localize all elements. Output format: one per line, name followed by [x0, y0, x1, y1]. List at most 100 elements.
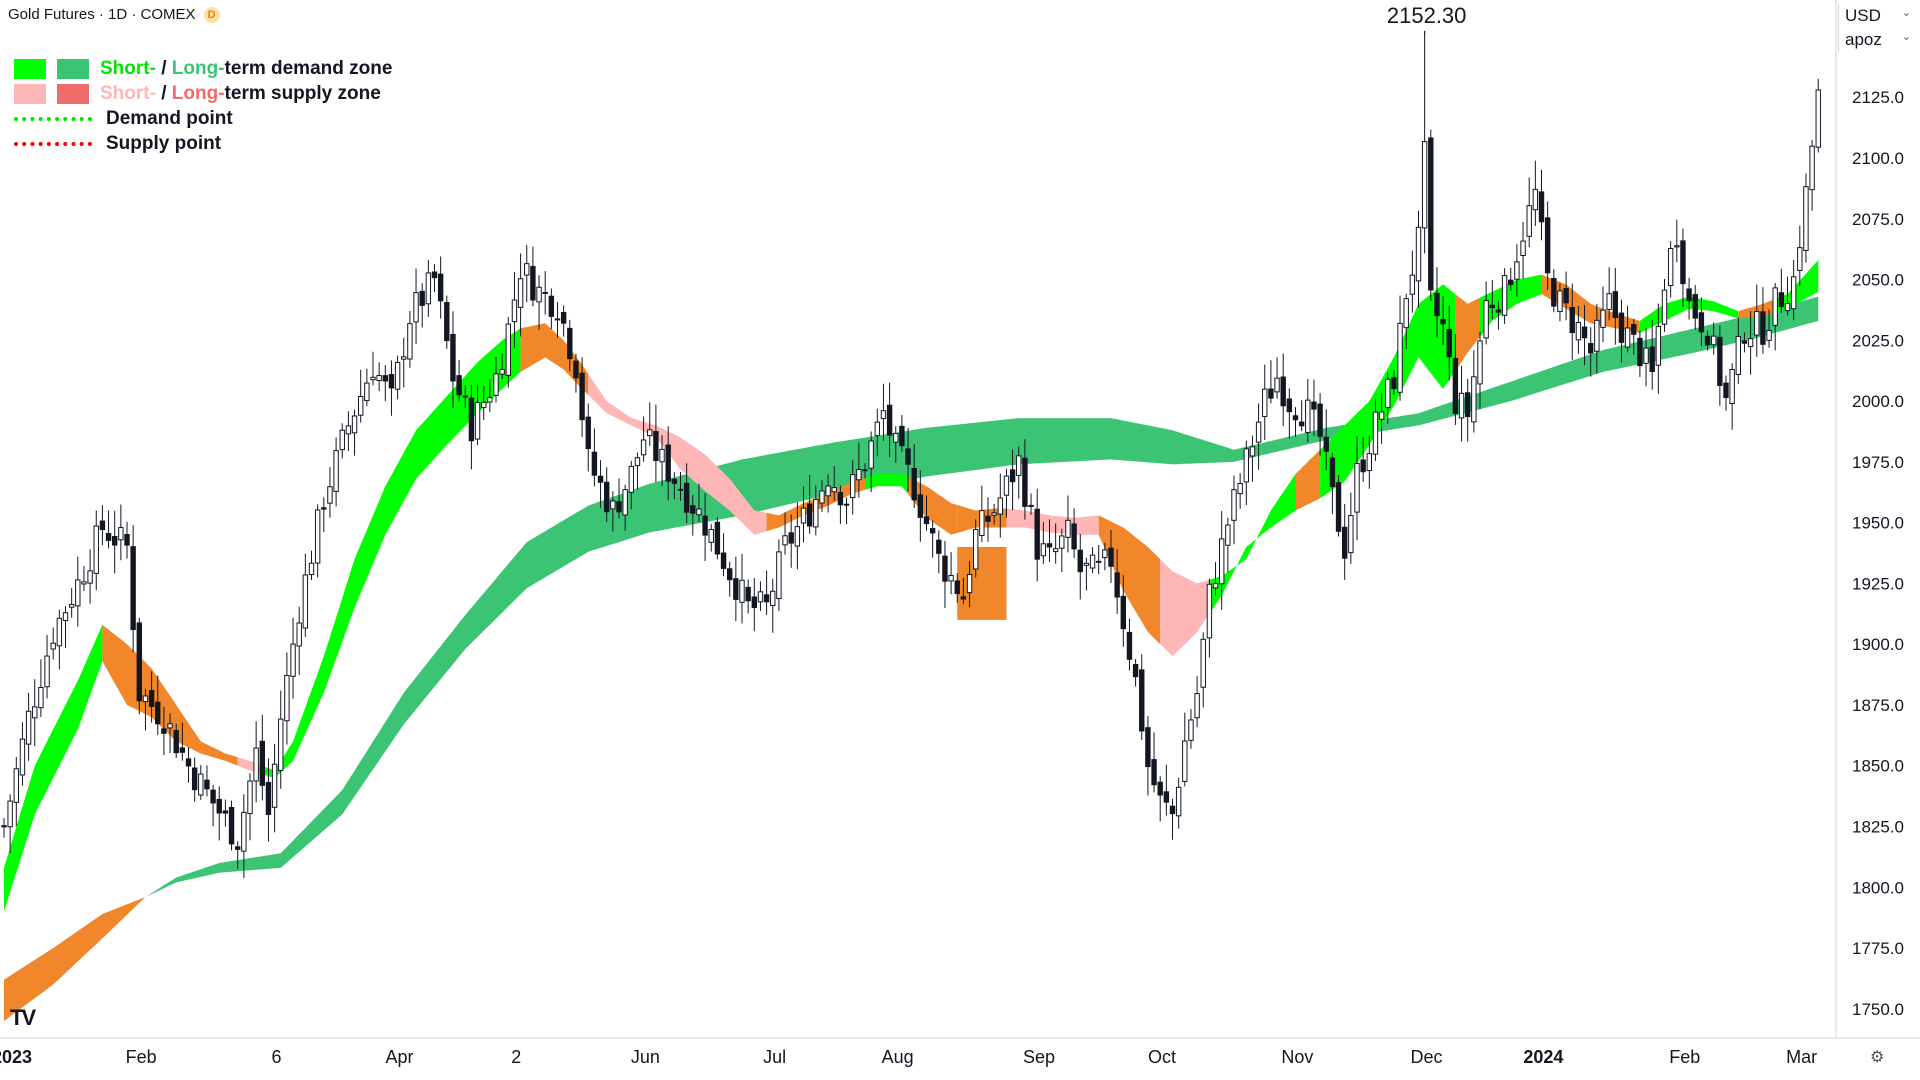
candle-up [370, 376, 376, 381]
candle-up [1754, 311, 1760, 336]
candle-up [1667, 248, 1674, 287]
candle-down [210, 789, 216, 804]
candle-up [1016, 455, 1022, 476]
currency-sub-unit[interactable]: apoz ⌄ [1845, 30, 1911, 49]
candle-down [763, 594, 770, 603]
candle-up [278, 718, 284, 771]
candle-down [1588, 342, 1594, 354]
legend-long-word: Long- [171, 57, 225, 79]
price-axis[interactable]: 2150.02125.02100.02075.02050.02025.02000… [1835, 0, 1904, 1038]
symbol-title: Gold Futures · 1D · COMEX [8, 6, 196, 23]
candle-down [548, 295, 555, 317]
candle-down [1680, 240, 1686, 285]
candle-up [1784, 303, 1791, 312]
candle-down [1009, 469, 1016, 483]
candle-down [1323, 436, 1329, 452]
candle-down [1360, 459, 1366, 473]
supply-point-dots-icon [14, 141, 92, 146]
candle-up [1809, 145, 1815, 191]
candle-up [413, 292, 419, 323]
candle-down [905, 448, 911, 465]
candle-down [1317, 403, 1323, 437]
candle-down [929, 528, 936, 534]
candle-down [1280, 376, 1286, 407]
candle-up [401, 356, 407, 360]
candle-up [376, 375, 382, 382]
candle-up [290, 643, 296, 677]
candle-down [899, 425, 905, 447]
candle-up [1797, 247, 1803, 271]
candle-down [1544, 217, 1551, 274]
legend-demand-point: Demand point [14, 106, 392, 131]
candle-up [1040, 543, 1047, 557]
short-zone-segment [1098, 515, 1161, 645]
currency-selector[interactable]: USD ⌄ apoz ⌄ [1838, 4, 1917, 52]
time-tick-label: Feb [1669, 1047, 1700, 1067]
candle-up [87, 570, 93, 584]
symbol-header[interactable]: Gold Futures · 1D · COMEX D [8, 6, 220, 23]
time-tick-label: 6 [271, 1047, 281, 1067]
candle-up [1243, 448, 1249, 483]
short-demand-swatch [14, 58, 46, 79]
candle-down [1169, 805, 1176, 815]
candle-down [185, 758, 192, 767]
candle-up [1520, 240, 1526, 256]
candle-up [308, 562, 315, 576]
candle-up [757, 591, 764, 603]
time-axis[interactable]: 2023 Feb 6 Apr 2 Jun Jul Aug Sep Oct Nov Dec 2024 Feb… [0, 1037, 1920, 1067]
candle-up [1366, 453, 1372, 472]
candle-down [444, 302, 450, 342]
short-zone-segment [1160, 559, 1210, 657]
candle-down [1612, 291, 1618, 319]
currency-unit[interactable]: USD ⌄ [1845, 6, 1911, 25]
candle-down [1434, 292, 1440, 317]
candle-up [874, 421, 880, 437]
short-zone-segment [1295, 449, 1321, 511]
candle-down [228, 806, 235, 845]
candle-down [431, 271, 438, 279]
candle-up [1594, 319, 1600, 352]
candle-up [1674, 245, 1680, 248]
settings-gear-icon[interactable]: ⚙ [1870, 1049, 1885, 1066]
candle-up [19, 738, 26, 776]
candle-down [604, 481, 610, 513]
candle-down [1581, 326, 1588, 339]
candle-down [1569, 307, 1575, 334]
candle-up [93, 525, 99, 574]
candle-up [708, 529, 714, 543]
candle-up [1262, 388, 1268, 417]
candle-up [1735, 336, 1741, 375]
candle-up [505, 323, 512, 376]
candle-down [456, 375, 462, 396]
candle-up [44, 655, 50, 688]
price-tick-label: 1925.0 [1852, 574, 1904, 593]
candle-up [966, 573, 973, 594]
time-tick-label: Aug [882, 1047, 914, 1067]
candle-up [302, 574, 309, 629]
candle-down [911, 467, 917, 501]
candle-down [1489, 304, 1495, 309]
candle-up [517, 278, 524, 308]
candle-down [665, 444, 671, 482]
candle-up [1532, 188, 1539, 211]
price-tick-label: 1875.0 [1852, 696, 1904, 715]
candle-down [690, 505, 696, 514]
candle-down [573, 360, 579, 379]
candle-down [1704, 335, 1711, 346]
candle-down [1428, 137, 1434, 291]
candle-up [1200, 638, 1206, 688]
candle-up [50, 642, 56, 650]
demand-point-label: Demand point [106, 107, 233, 129]
candle-up [850, 474, 856, 499]
candle-down [191, 767, 198, 791]
legend-sep: / [155, 57, 172, 79]
legend-supply-label: term supply zone [224, 82, 381, 104]
candle-down [683, 482, 690, 513]
tradingview-logo-icon[interactable]: TV [10, 1005, 36, 1030]
candle-up [1624, 327, 1631, 348]
candle-up [142, 695, 149, 703]
candle-up [1354, 463, 1360, 513]
candle-down [1686, 288, 1692, 302]
legend-supply-zone: Short- / Long- term supply zone [14, 81, 392, 106]
